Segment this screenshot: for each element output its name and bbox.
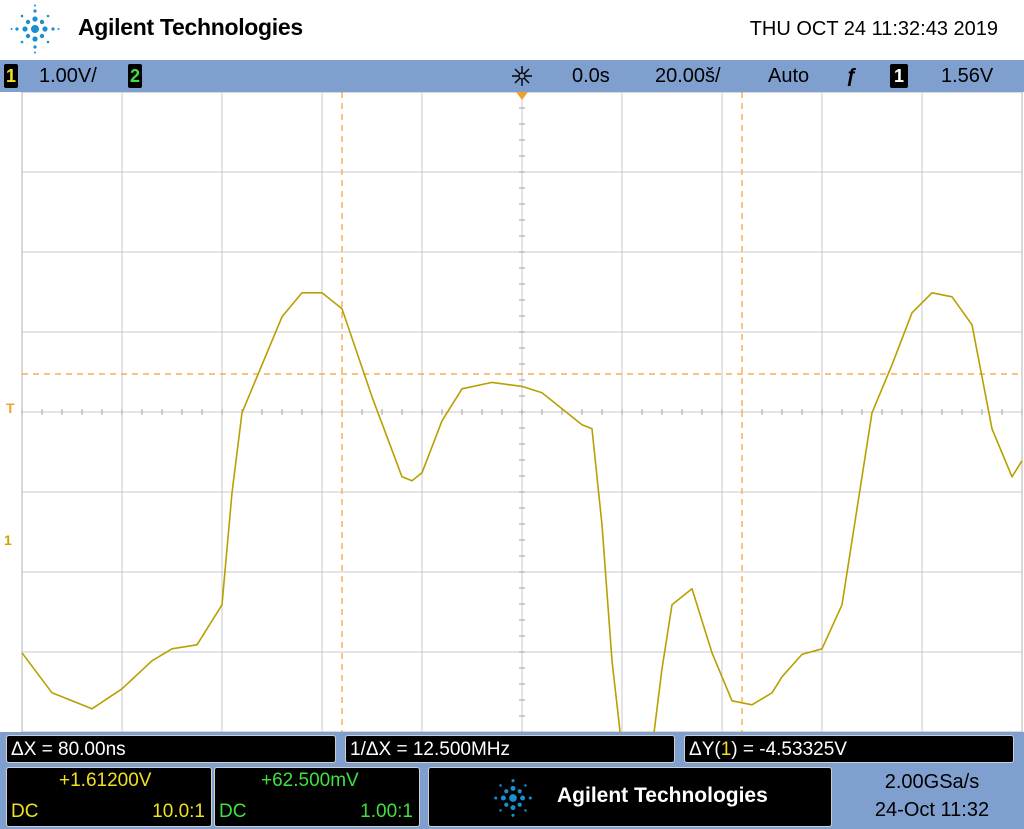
run-status-icon	[512, 66, 532, 86]
delta-y-channel: 1	[720, 739, 732, 760]
brand-name: Agilent Technologies	[78, 14, 303, 40]
trigger-level-marker: T	[6, 400, 15, 416]
channel-2-button[interactable]: 2	[128, 64, 142, 88]
trigger-mode[interactable]: Auto	[768, 65, 810, 87]
channel-2-panel[interactable]: +62.500mV DC 1.00:1	[214, 767, 420, 827]
title-bar: Agilent Technologies THU OCT 24 11:32:43…	[0, 0, 1024, 60]
acquisition-date-time: 24-Oct 11:32	[874, 799, 990, 821]
delta-y-value: ) = -4.53325V	[731, 739, 847, 760]
trigger-level[interactable]: 1.56V	[941, 65, 994, 87]
agilent-spark-logo-icon	[494, 779, 532, 817]
delta-x-readout[interactable]: ΔX = 80.00ns	[6, 735, 336, 763]
status-bar: 1 1.00V/ 2 0.0s 20.00š/ Auto ƒ 1 1.56V	[0, 60, 1024, 92]
footer-brand-name: Agilent Technologies	[557, 784, 768, 807]
measurement-area: ΔX = 80.00ns 1/ΔX = 12.500MHz ΔY(1) = -4…	[0, 732, 1024, 829]
channel-1-button[interactable]: 1	[4, 64, 18, 88]
channel-1-waveform	[21, 292, 1023, 732]
horizontal-delay[interactable]: 0.0s	[572, 65, 610, 87]
channel-2-offset: +62.500mV	[261, 770, 359, 791]
timebase-scale[interactable]: 20.00š/	[655, 65, 721, 87]
channel-2-coupling: DC	[219, 801, 247, 822]
trigger-slope-icon[interactable]: ƒ	[846, 65, 858, 87]
delta-y-readout[interactable]: ΔY(1) = -4.53325V	[684, 735, 1014, 763]
brand-panel: Agilent Technologies	[428, 767, 832, 827]
channel-1-probe-ratio: 10.0:1	[152, 801, 205, 822]
channel-1-scale[interactable]: 1.00V/	[39, 65, 97, 87]
sample-rate: 2.00GSa/s	[884, 771, 980, 793]
waveform-display[interactable]: T 1	[0, 92, 1024, 732]
channel-1-offset: +1.61200V	[59, 770, 152, 791]
channel-1-panel[interactable]: +1.61200V DC 10.0:1	[6, 767, 212, 827]
trigger-position-icon	[516, 92, 528, 100]
channel-2-probe-ratio: 1.00:1	[360, 801, 413, 822]
waveform-graticule	[21, 92, 1023, 732]
channel-1-ground-marker: 1	[4, 532, 12, 548]
agilent-spark-logo-icon	[10, 4, 60, 54]
trigger-source[interactable]: 1	[890, 64, 908, 88]
acquisition-info: 2.00GSa/s 24-Oct 11:32	[840, 768, 1024, 824]
delta-y-prefix: ΔY(	[689, 739, 721, 760]
inverse-delta-x-readout[interactable]: 1/ΔX = 12.500MHz	[345, 735, 675, 763]
channel-1-coupling: DC	[11, 801, 39, 822]
date-time-display: THU OCT 24 11:32:43 2019	[749, 18, 998, 40]
